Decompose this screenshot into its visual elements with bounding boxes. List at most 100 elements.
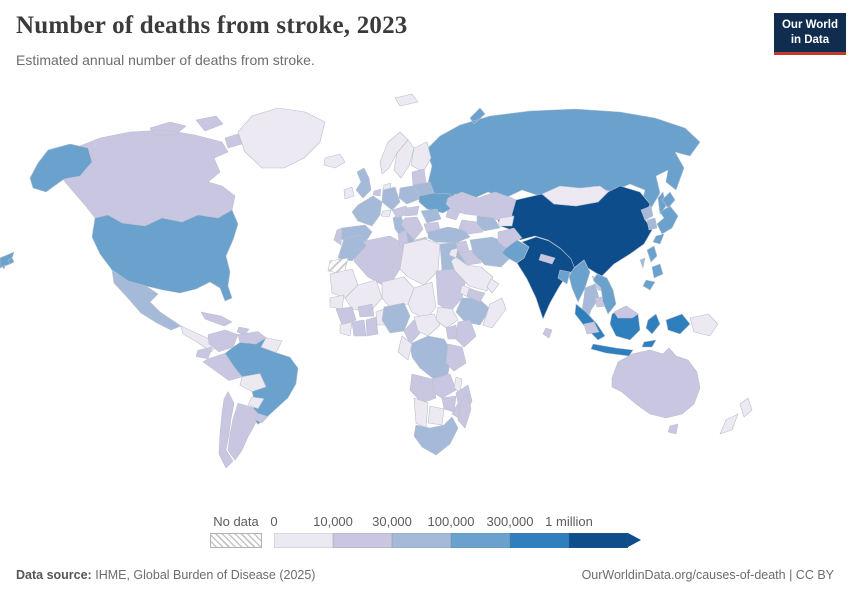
country-united-states[interactable] xyxy=(1,143,239,302)
legend-bin[interactable] xyxy=(392,533,451,548)
country-iraq[interactable] xyxy=(458,249,482,266)
country-iran[interactable] xyxy=(469,236,512,268)
country-papua-new-guinea[interactable] xyxy=(689,313,719,337)
country-mongolia[interactable] xyxy=(541,185,609,207)
country-france[interactable] xyxy=(351,195,383,227)
country-jordan[interactable] xyxy=(448,247,459,259)
country-saudi-arabia[interactable] xyxy=(450,256,494,292)
country-finland[interactable] xyxy=(410,141,432,173)
country-cote-divoire[interactable] xyxy=(351,319,367,337)
country-tanzania[interactable] xyxy=(445,343,467,372)
country-malaysia[interactable] xyxy=(583,305,639,335)
legend-scale: 0 10,000 30,000 100,000 300,000 1 million xyxy=(270,514,641,548)
owid-logo[interactable]: Our World in Data xyxy=(773,13,846,55)
country-morocco[interactable] xyxy=(337,234,367,262)
country-oman[interactable] xyxy=(486,278,500,294)
country-colombia[interactable] xyxy=(207,329,239,353)
country-portugal[interactable] xyxy=(333,227,343,246)
country-algeria[interactable] xyxy=(353,235,405,289)
country-caucasus[interactable] xyxy=(445,209,461,221)
page-title: Number of deaths from stroke, 2023 xyxy=(16,12,408,39)
country-somalia[interactable] xyxy=(482,297,507,329)
country-cameroon[interactable] xyxy=(403,319,421,345)
country-germany[interactable] xyxy=(381,186,401,211)
country-burkina-faso[interactable] xyxy=(357,303,375,318)
country-tunisia[interactable] xyxy=(397,229,409,248)
country-japan[interactable] xyxy=(652,191,679,245)
country-nigeria[interactable] xyxy=(381,302,411,334)
country-turkey[interactable] xyxy=(427,226,471,244)
country-canada[interactable] xyxy=(59,115,243,227)
country-taiwan[interactable] xyxy=(639,257,646,269)
country-australia[interactable] xyxy=(611,347,701,435)
legend-no-data-label: No data xyxy=(213,514,259,529)
footer-link[interactable]: OurWorldinData.org/causes-of-death | CC … xyxy=(581,568,834,582)
country-vietnam[interactable] xyxy=(592,273,617,315)
country-guinea[interactable] xyxy=(335,306,357,326)
country-south-africa[interactable] xyxy=(413,416,459,456)
country-south-korea[interactable] xyxy=(646,217,658,231)
legend-bin[interactable] xyxy=(451,533,510,548)
legend-bin[interactable] xyxy=(510,533,569,548)
country-iceland[interactable] xyxy=(323,153,346,169)
country-baltic-states[interactable] xyxy=(411,168,427,186)
country-zimbabwe[interactable] xyxy=(441,395,457,413)
country-myanmar[interactable] xyxy=(568,259,591,303)
country-romania[interactable] xyxy=(420,208,442,224)
country-libya[interactable] xyxy=(399,238,441,286)
country-south-sudan[interactable] xyxy=(435,306,459,329)
country-mexico[interactable] xyxy=(111,269,182,331)
country-hungary[interactable] xyxy=(404,205,420,217)
owid-logo-accent-bar xyxy=(773,51,846,55)
country-venezuela[interactable] xyxy=(237,331,267,345)
country-central-african-republic[interactable] xyxy=(413,313,441,337)
country-kyrgyzstan[interactable] xyxy=(497,215,515,227)
country-pakistan[interactable] xyxy=(501,239,530,264)
country-uzbekistan[interactable] xyxy=(476,215,501,232)
country-ghana[interactable] xyxy=(365,316,379,337)
country-nepal[interactable] xyxy=(538,253,556,265)
country-netherlands[interactable] xyxy=(372,188,382,197)
country-ecuador[interactable] xyxy=(195,346,213,360)
country-botswana[interactable] xyxy=(427,405,445,426)
country-zambia[interactable] xyxy=(431,373,457,399)
country-chile[interactable] xyxy=(218,391,235,469)
country-senegal[interactable] xyxy=(329,294,345,310)
country-new-zealand[interactable] xyxy=(719,397,753,435)
legend-no-data-swatch[interactable] xyxy=(210,533,262,548)
country-namibia[interactable] xyxy=(413,397,429,429)
country-cuba[interactable] xyxy=(200,311,233,327)
country-united-kingdom[interactable] xyxy=(355,167,372,199)
country-dr-congo[interactable] xyxy=(409,335,453,380)
country-kenya[interactable] xyxy=(455,319,477,348)
country-argentina[interactable] xyxy=(227,403,259,461)
country-russia[interactable] xyxy=(0,107,701,269)
country-congo[interactable] xyxy=(397,335,413,361)
country-angola[interactable] xyxy=(409,373,437,404)
country-bangladesh[interactable] xyxy=(557,269,571,285)
country-madagascar[interactable] xyxy=(457,392,472,429)
legend-tick-label: 100,000 xyxy=(427,514,475,529)
country-balkans[interactable] xyxy=(400,216,424,241)
country-sweden[interactable] xyxy=(393,139,415,179)
legend-tick-labels: 0 10,000 30,000 100,000 300,000 1 million xyxy=(270,514,641,533)
country-switzerland[interactable] xyxy=(380,209,392,218)
legend-bin[interactable] xyxy=(274,533,333,548)
country-uruguay[interactable] xyxy=(254,413,269,424)
country-central-america[interactable] xyxy=(180,325,218,353)
legend-bin[interactable] xyxy=(333,533,392,548)
country-guyana[interactable] xyxy=(260,337,283,353)
legend-bin[interactable] xyxy=(569,533,628,548)
country-afghanistan[interactable] xyxy=(497,227,523,249)
country-bolivia[interactable] xyxy=(239,373,267,392)
country-paraguay[interactable] xyxy=(247,396,265,409)
country-yemen[interactable] xyxy=(466,288,486,303)
country-greenland[interactable] xyxy=(237,107,326,169)
country-philippines[interactable] xyxy=(642,245,664,291)
country-ukraine[interactable] xyxy=(418,192,457,214)
country-peru[interactable] xyxy=(202,353,243,381)
country-north-korea[interactable] xyxy=(640,205,654,221)
country-sierra-leone[interactable] xyxy=(339,321,353,337)
country-sri-lanka[interactable] xyxy=(542,327,553,339)
country-ireland[interactable] xyxy=(343,186,355,200)
